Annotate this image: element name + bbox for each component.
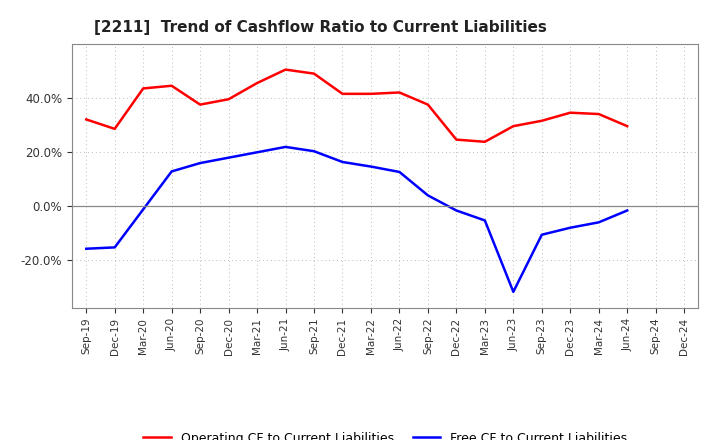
Free CF to Current Liabilities <box>452 208 461 213</box>
Free CF to Current Liabilities <box>282 144 290 150</box>
Operating CF to Current Liabilities <box>509 124 518 129</box>
Operating CF to Current Liabilities <box>566 110 575 115</box>
Free CF to Current Liabilities <box>566 225 575 231</box>
Free CF to Current Liabilities <box>225 155 233 160</box>
Operating CF to Current Liabilities <box>395 90 404 95</box>
Operating CF to Current Liabilities <box>82 117 91 122</box>
Free CF to Current Liabilities <box>480 218 489 223</box>
Operating CF to Current Liabilities <box>310 71 318 76</box>
Operating CF to Current Liabilities <box>282 67 290 72</box>
Free CF to Current Liabilities <box>537 232 546 237</box>
Free CF to Current Liabilities <box>82 246 91 251</box>
Free CF to Current Liabilities <box>310 149 318 154</box>
Free CF to Current Liabilities <box>595 220 603 225</box>
Free CF to Current Liabilities <box>423 193 432 198</box>
Operating CF to Current Liabilities <box>452 137 461 142</box>
Operating CF to Current Liabilities <box>338 91 347 96</box>
Line: Free CF to Current Liabilities: Free CF to Current Liabilities <box>86 147 627 292</box>
Operating CF to Current Liabilities <box>196 102 204 107</box>
Legend: Operating CF to Current Liabilities, Free CF to Current Liabilities: Operating CF to Current Liabilities, Fre… <box>138 427 632 440</box>
Operating CF to Current Liabilities <box>225 97 233 102</box>
Free CF to Current Liabilities <box>167 169 176 174</box>
Line: Operating CF to Current Liabilities: Operating CF to Current Liabilities <box>86 70 627 142</box>
Operating CF to Current Liabilities <box>366 91 375 96</box>
Free CF to Current Liabilities <box>338 159 347 165</box>
Text: [2211]  Trend of Cashflow Ratio to Current Liabilities: [2211] Trend of Cashflow Ratio to Curren… <box>94 20 546 35</box>
Operating CF to Current Liabilities <box>167 83 176 88</box>
Free CF to Current Liabilities <box>110 245 119 250</box>
Operating CF to Current Liabilities <box>423 102 432 107</box>
Operating CF to Current Liabilities <box>623 124 631 129</box>
Free CF to Current Liabilities <box>196 161 204 166</box>
Free CF to Current Liabilities <box>623 208 631 213</box>
Operating CF to Current Liabilities <box>537 118 546 123</box>
Free CF to Current Liabilities <box>509 289 518 294</box>
Operating CF to Current Liabilities <box>253 81 261 86</box>
Free CF to Current Liabilities <box>366 164 375 169</box>
Operating CF to Current Liabilities <box>480 139 489 144</box>
Operating CF to Current Liabilities <box>139 86 148 91</box>
Operating CF to Current Liabilities <box>595 111 603 117</box>
Free CF to Current Liabilities <box>253 150 261 155</box>
Operating CF to Current Liabilities <box>110 126 119 132</box>
Free CF to Current Liabilities <box>395 169 404 175</box>
